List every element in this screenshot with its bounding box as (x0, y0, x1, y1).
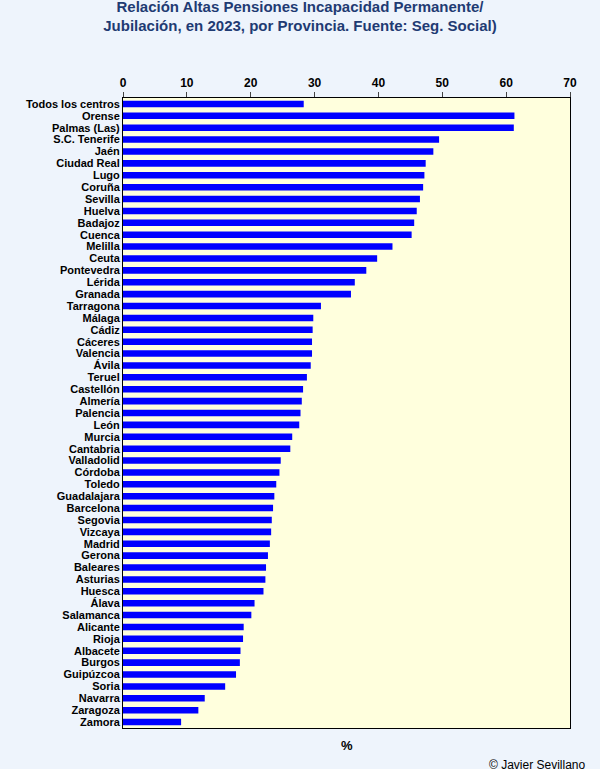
svg-text:Murcia: Murcia (84, 431, 120, 443)
svg-text:Córdoba: Córdoba (75, 466, 121, 478)
svg-text:70: 70 (563, 76, 577, 90)
svg-text:Vizcaya: Vizcaya (80, 526, 121, 538)
svg-text:Cáceres: Cáceres (77, 336, 120, 348)
svg-text:Guipúzcoa: Guipúzcoa (64, 668, 121, 680)
svg-text:Málaga: Málaga (83, 312, 121, 324)
svg-text:0: 0 (120, 76, 127, 90)
svg-text:Baleares: Baleares (74, 561, 120, 573)
svg-text:Madrid: Madrid (84, 538, 120, 550)
svg-text:Segovia: Segovia (78, 514, 121, 526)
svg-text:Tarragona: Tarragona (67, 300, 121, 312)
svg-text:Teruel: Teruel (88, 371, 120, 383)
svg-text:40: 40 (372, 76, 386, 90)
svg-text:Sevilla: Sevilla (85, 193, 121, 205)
svg-text:S.C. Tenerife: S.C. Tenerife (53, 133, 119, 145)
svg-text:Burgos: Burgos (81, 656, 120, 668)
svg-text:50: 50 (436, 76, 450, 90)
svg-text:Gerona: Gerona (81, 549, 120, 561)
svg-text:Soria: Soria (92, 680, 120, 692)
svg-text:60: 60 (499, 76, 513, 90)
svg-text:Melilla: Melilla (86, 240, 121, 252)
svg-text:Álava: Álava (90, 597, 120, 609)
svg-text:Almería: Almería (79, 395, 120, 407)
svg-text:Albacete: Albacete (74, 645, 120, 657)
svg-text:10: 10 (180, 76, 194, 90)
svg-text:Relación Altas Pensiones Incap: Relación Altas Pensiones Incapacidad Per… (103, 0, 496, 34)
svg-text:Granada: Granada (75, 288, 121, 300)
svg-text:Cuenca: Cuenca (80, 229, 121, 241)
svg-text:Salamanca: Salamanca (62, 609, 120, 621)
svg-text:Ceuta: Ceuta (89, 252, 120, 264)
svg-text:Navarra: Navarra (79, 692, 121, 704)
svg-text:%: % (341, 738, 353, 753)
svg-text:Lugo: Lugo (93, 169, 120, 181)
svg-text:Cádiz: Cádiz (90, 324, 120, 336)
svg-text:Badajoz: Badajoz (78, 217, 121, 229)
svg-text:Zamora: Zamora (80, 716, 121, 728)
svg-text:Castellón: Castellón (70, 383, 120, 395)
svg-text:Huelva: Huelva (84, 205, 121, 217)
svg-text:Guadalajara: Guadalajara (57, 490, 121, 502)
svg-text:© Javier Sevillano: © Javier Sevillano (489, 758, 586, 769)
svg-text:Coruña: Coruña (81, 181, 120, 193)
svg-text:Zaragoza: Zaragoza (72, 704, 121, 716)
svg-text:Jaén: Jaén (95, 145, 120, 157)
svg-text:Ávila: Ávila (94, 359, 121, 371)
svg-text:Orense: Orense (82, 110, 120, 122)
svg-text:Toledo: Toledo (85, 478, 121, 490)
svg-text:Palencia: Palencia (75, 407, 121, 419)
svg-text:León: León (94, 419, 121, 431)
svg-text:30: 30 (308, 76, 322, 90)
svg-text:Asturias: Asturias (76, 573, 120, 585)
svg-text:Todos los centros: Todos los centros (26, 98, 120, 110)
svg-text:Ciudad Real: Ciudad Real (56, 157, 120, 169)
svg-text:20: 20 (244, 76, 258, 90)
svg-text:Alicante: Alicante (77, 621, 120, 633)
svg-text:Valladolid: Valladolid (68, 454, 119, 466)
svg-text:Pontevedra: Pontevedra (60, 264, 121, 276)
svg-text:Cantabria: Cantabria (69, 443, 121, 455)
svg-text:Barcelona: Barcelona (67, 502, 121, 514)
svg-text:Palmas (Las): Palmas (Las) (52, 122, 120, 134)
svg-text:Valencia: Valencia (76, 347, 121, 359)
svg-text:Lérida: Lérida (87, 276, 121, 288)
svg-text:Huesca: Huesca (81, 585, 121, 597)
svg-text:Rioja: Rioja (93, 633, 121, 645)
